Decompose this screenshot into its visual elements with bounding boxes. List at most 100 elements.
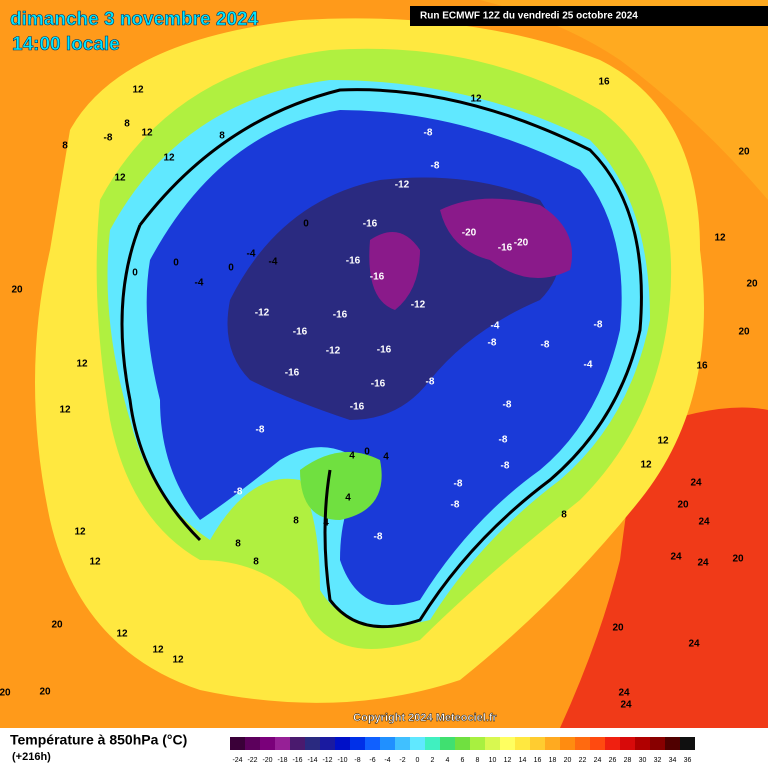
colorbar-tick-label: 0	[416, 757, 420, 764]
contour-label: -4	[491, 321, 500, 332]
contour-label: 12	[152, 645, 164, 656]
contour-label: 4	[323, 518, 329, 529]
contour-label: 24	[697, 558, 709, 569]
contour-label: -4	[269, 257, 278, 268]
contour-label: -8	[454, 479, 463, 490]
contour-label: 0	[132, 268, 138, 279]
contour-label: 12	[657, 436, 669, 447]
contour-label: 20	[51, 620, 63, 631]
contour-label: 20	[0, 688, 11, 699]
contour-label: -16	[350, 402, 365, 413]
contour-label: -12	[395, 180, 410, 191]
contour-label: 12	[89, 557, 101, 568]
colorbar-swatch	[485, 737, 500, 750]
contour-label: -4	[195, 278, 204, 289]
colorbar-tick-label: 8	[476, 757, 480, 764]
colorbar-tick-label: -6	[369, 757, 375, 764]
contour-label: -8	[541, 340, 550, 351]
contour-label: -8	[424, 128, 433, 139]
contour-label: 12	[640, 460, 652, 471]
contour-label: 4	[345, 493, 351, 504]
contour-labels: 12 8 -8 12 8 12 12 8 12 16 20 12 20 20 16 12 12 -8 -8 -12 -2…	[0, 77, 758, 711]
lead-time: (+216h)	[12, 751, 51, 763]
colorbar-swatch	[395, 737, 410, 750]
contour-label: -8	[594, 320, 603, 331]
colorbar-swatch	[650, 737, 665, 750]
colorbar-swatch	[590, 737, 605, 750]
contour-label: -4	[584, 360, 593, 371]
colorbar-swatch	[410, 737, 425, 750]
contour-label: 0	[364, 447, 370, 458]
colorbar-swatch	[440, 737, 455, 750]
colorbar-tick-label: 18	[549, 757, 557, 764]
contour-label: -8	[234, 487, 243, 498]
colorbar-swatch	[365, 737, 380, 750]
contour-label: 0	[303, 219, 309, 230]
colorbar-tick-label: 34	[669, 757, 677, 764]
contour-label: -16	[285, 368, 300, 379]
colorbar-swatch	[350, 737, 365, 750]
contour-label: -8	[426, 377, 435, 388]
colorbar-swatch	[605, 737, 620, 750]
contour-label: -12	[326, 346, 341, 357]
colorbar-swatch	[380, 737, 395, 750]
contour-label: 24	[620, 700, 632, 711]
title: dimanche 3 novembre 2024	[10, 9, 259, 30]
contour-label: -8	[503, 400, 512, 411]
contour-label: 12	[114, 173, 126, 184]
colorbar-tick-label: -20	[262, 757, 272, 764]
colorbar-tick-label: -18	[277, 757, 287, 764]
contour-label: 12	[76, 359, 88, 370]
colorbar-tick-label: -16	[292, 757, 302, 764]
contour-label: -16	[371, 379, 386, 390]
colorbar-swatch	[665, 737, 680, 750]
contour-label: 12	[116, 629, 128, 640]
contour-label: -16	[377, 345, 392, 356]
contour-label: 12	[132, 85, 144, 96]
colorbar-swatch	[560, 737, 575, 750]
colorbar-swatch	[680, 737, 695, 750]
contour-label: -8	[374, 532, 383, 543]
colorbar-tick-label: 6	[461, 757, 465, 764]
colorbar-swatch	[260, 737, 275, 750]
run-label: Run ECMWF 12Z du vendredi 25 octobre 202…	[420, 11, 638, 22]
colorbar-swatch	[335, 737, 350, 750]
contour-label: 12	[74, 527, 86, 538]
colorbar-tick-label: -2	[399, 757, 405, 764]
colorbar-tick-label: 16	[534, 757, 542, 764]
contour-label: 20	[746, 279, 758, 290]
colorbar-swatch	[290, 737, 305, 750]
colorbar-tick-label: 14	[519, 757, 527, 764]
contour-label: 0	[173, 258, 179, 269]
contour-label: 12	[470, 94, 482, 105]
contour-label: 4	[383, 452, 389, 463]
colorbar: -24 -22 -20 -18 -16 -14 -12 -10 -8 -6 -4 -2 0 2 4 6 8 10 1…	[230, 737, 695, 764]
contour-label: 24	[670, 552, 682, 563]
colorbar-tick-label: -10	[337, 757, 347, 764]
colorbar-swatch	[515, 737, 530, 750]
colorbar-swatch	[470, 737, 485, 750]
colorbar-swatch	[245, 737, 260, 750]
contour-label: 20	[39, 687, 51, 698]
colorbar-tick-label: 28	[624, 757, 632, 764]
contour-label: 20	[738, 327, 750, 338]
colorbar-tick-label: 32	[654, 757, 662, 764]
contour-label: 20	[732, 554, 744, 565]
contour-label: 16	[696, 361, 708, 372]
contour-label: 12	[59, 405, 71, 416]
contour-label: 8	[219, 131, 225, 142]
contour-label: 24	[698, 517, 710, 528]
colorbar-tick-label: 12	[504, 757, 512, 764]
contour-label: 8	[561, 510, 567, 521]
contour-label: -16	[363, 219, 378, 230]
zero-isotherm	[120, 88, 643, 629]
contour-label: 8	[293, 516, 299, 527]
copyright: Copyright 2024 Meteociel.fr	[353, 712, 497, 724]
colorbar-swatch	[575, 737, 590, 750]
colorbar-tick-label: 36	[684, 757, 692, 764]
contour-band	[440, 198, 572, 278]
contour-label: -16	[370, 272, 385, 283]
contour-label: 8	[124, 119, 130, 130]
contour-label: -8	[501, 461, 510, 472]
